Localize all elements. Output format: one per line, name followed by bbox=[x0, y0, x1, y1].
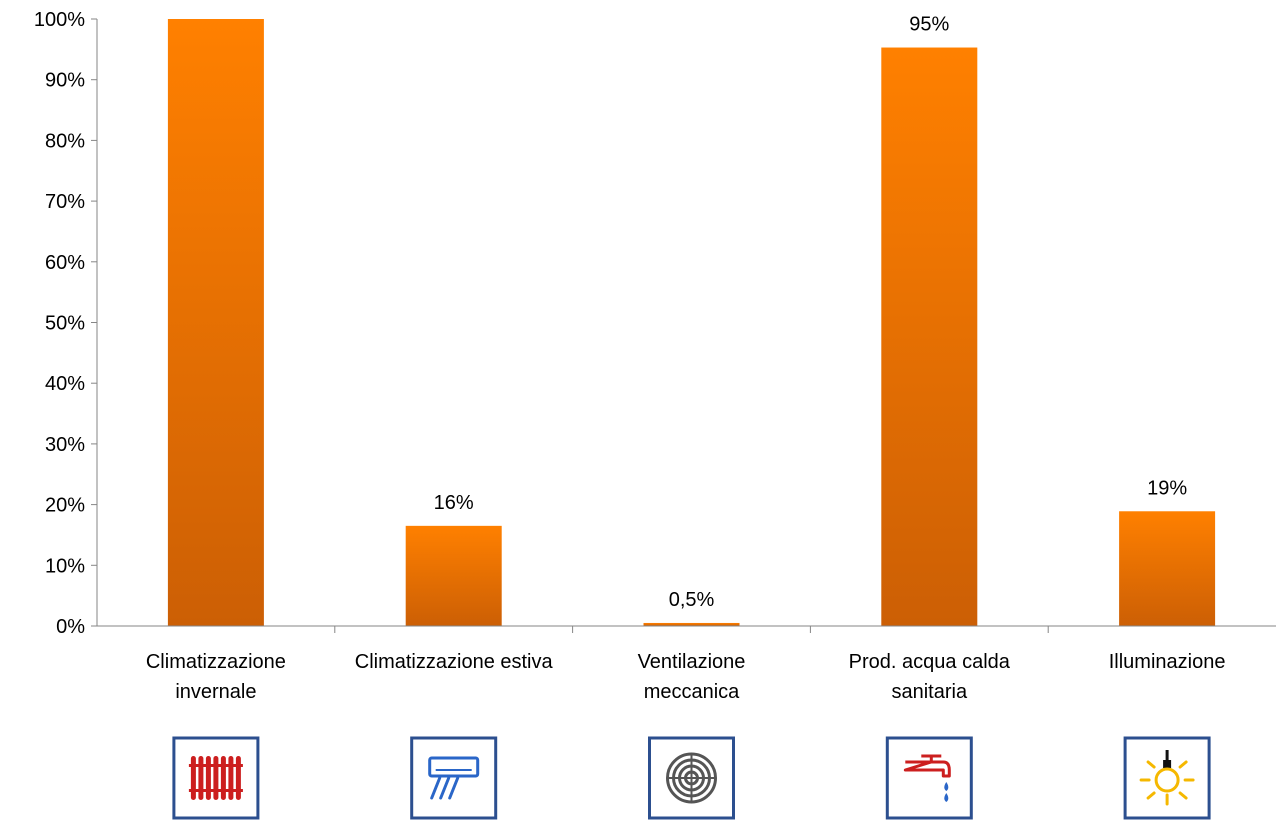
bar bbox=[881, 47, 978, 627]
y-tick-label: 100% bbox=[34, 9, 85, 31]
y-tick-label: 50% bbox=[45, 313, 85, 335]
data-label: 16% bbox=[434, 492, 474, 514]
x-axis: Climatizzazione invernale Climatizzazione … bbox=[97, 625, 1276, 703]
x-tick-label: Prod. acqua calda sanitaria bbox=[849, 651, 1011, 703]
y-axis: 0% 10% 20% 30% 40% 50% 60% 70% 80% 90% 100% bbox=[34, 9, 98, 638]
x-tick-label: Illuminazione bbox=[1109, 651, 1226, 673]
y-tick-label: 80% bbox=[45, 130, 85, 152]
y-tick-label: 10% bbox=[45, 555, 85, 577]
fan-icon bbox=[648, 736, 735, 820]
x-tick-label: Ventilazione meccanica bbox=[638, 651, 746, 703]
y-tick-label: 30% bbox=[45, 434, 85, 456]
y-tick-label: 60% bbox=[45, 252, 85, 274]
y-tick-label: 70% bbox=[45, 191, 85, 213]
water-tap-icon bbox=[885, 736, 973, 820]
y-tick-label: 90% bbox=[45, 70, 85, 92]
bar bbox=[643, 622, 740, 626]
bar bbox=[405, 525, 502, 626]
data-label: 95% bbox=[909, 14, 949, 36]
data-labels: 16% 0,5% 95% 19% bbox=[434, 14, 1188, 611]
radiator-icon bbox=[172, 736, 260, 820]
data-label: 19% bbox=[1147, 477, 1187, 499]
light-bulb-icon bbox=[1123, 736, 1211, 820]
y-tick-label: 20% bbox=[45, 495, 85, 517]
air-conditioner-icon bbox=[410, 736, 498, 820]
category-icons bbox=[172, 736, 1211, 820]
x-tick-label: Climatizzazione invernale bbox=[146, 651, 286, 703]
data-label: 0,5% bbox=[669, 589, 715, 611]
y-tick-label: 0% bbox=[56, 616, 85, 638]
y-tick-label: 40% bbox=[45, 373, 85, 395]
bars bbox=[167, 19, 1216, 627]
bar bbox=[167, 19, 264, 626]
x-tick-label: Climatizzazione estiva bbox=[355, 651, 554, 673]
bar bbox=[1119, 511, 1216, 626]
